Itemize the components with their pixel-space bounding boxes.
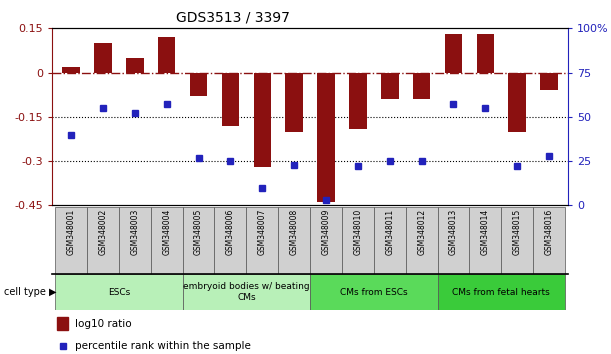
Bar: [413, 73, 430, 99]
Text: GSM348014: GSM348014: [481, 209, 490, 255]
Bar: [317, 73, 335, 202]
Bar: [55, 207, 87, 274]
Bar: [501, 207, 533, 274]
Bar: [310, 274, 437, 310]
Bar: [469, 207, 501, 274]
Bar: [254, 73, 271, 167]
Text: CMs from ESCs: CMs from ESCs: [340, 287, 408, 297]
Bar: [94, 43, 112, 73]
Text: GSM348012: GSM348012: [417, 209, 426, 255]
Text: ESCs: ESCs: [108, 287, 130, 297]
Text: GSM348016: GSM348016: [544, 209, 554, 255]
Bar: [126, 58, 144, 73]
Text: log10 ratio: log10 ratio: [75, 319, 132, 329]
Text: GSM348009: GSM348009: [321, 209, 331, 256]
Text: GSM348013: GSM348013: [449, 209, 458, 255]
Bar: [183, 207, 214, 274]
Bar: [437, 207, 469, 274]
Bar: [119, 207, 151, 274]
Bar: [381, 73, 398, 99]
Text: CMs from fetal hearts: CMs from fetal hearts: [452, 287, 550, 297]
Bar: [55, 274, 183, 310]
Text: GSM348005: GSM348005: [194, 209, 203, 256]
Text: GSM348001: GSM348001: [67, 209, 76, 255]
Bar: [57, 317, 68, 331]
Bar: [374, 207, 406, 274]
Bar: [246, 207, 278, 274]
Text: GSM348004: GSM348004: [162, 209, 171, 256]
Text: GSM348008: GSM348008: [290, 209, 299, 255]
Bar: [222, 73, 239, 126]
Bar: [87, 207, 119, 274]
Bar: [158, 37, 175, 73]
Text: GSM348002: GSM348002: [98, 209, 108, 255]
Bar: [183, 274, 310, 310]
Bar: [533, 207, 565, 274]
Bar: [278, 207, 310, 274]
Bar: [437, 274, 565, 310]
Bar: [445, 34, 463, 73]
Text: GSM348010: GSM348010: [353, 209, 362, 255]
Text: GDS3513 / 3397: GDS3513 / 3397: [176, 11, 290, 25]
Bar: [151, 207, 183, 274]
Bar: [477, 34, 494, 73]
Text: GSM348011: GSM348011: [386, 209, 394, 255]
Bar: [62, 67, 80, 73]
Bar: [190, 73, 207, 96]
Bar: [540, 73, 558, 90]
Bar: [342, 207, 374, 274]
Bar: [285, 73, 303, 132]
Bar: [349, 73, 367, 129]
Text: percentile rank within the sample: percentile rank within the sample: [75, 341, 251, 351]
Bar: [508, 73, 526, 132]
Text: ▶: ▶: [49, 287, 56, 297]
Text: GSM348006: GSM348006: [226, 209, 235, 256]
Text: GSM348007: GSM348007: [258, 209, 267, 256]
Bar: [406, 207, 437, 274]
Bar: [310, 207, 342, 274]
Text: GSM348015: GSM348015: [513, 209, 522, 255]
Bar: [214, 207, 246, 274]
Text: cell type: cell type: [4, 287, 49, 297]
Text: GSM348003: GSM348003: [130, 209, 139, 256]
Text: embryoid bodies w/ beating
CMs: embryoid bodies w/ beating CMs: [183, 282, 310, 302]
